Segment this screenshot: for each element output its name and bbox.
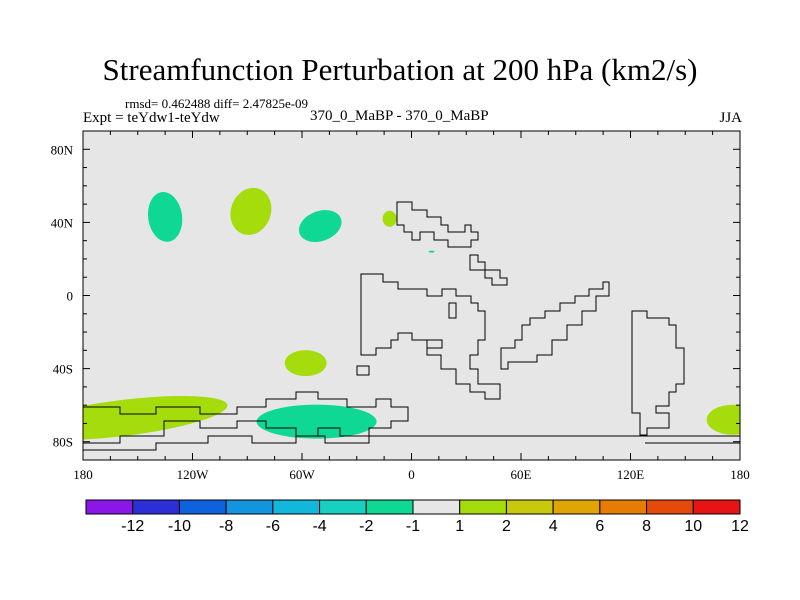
colorbar-box — [132, 499, 180, 515]
coastline-8 — [83, 391, 409, 444]
x-tick-label: 0 — [408, 467, 415, 482]
coastline-1 — [396, 201, 479, 248]
colorbar-label: -10 — [168, 518, 191, 535]
coastline-5 — [426, 339, 443, 349]
anomaly-negative-5 — [428, 250, 435, 253]
colorbar-label: 6 — [595, 518, 604, 535]
case-label: 370_0_MaBP - 370_0_MaBP — [310, 108, 489, 124]
anomaly-positive-4 — [382, 210, 397, 227]
x-tick-label: 60W — [289, 467, 315, 482]
colorbar-label: 4 — [549, 518, 558, 535]
plot-content — [83, 187, 740, 451]
chart-title: Streamfunction Perturbation at 200 hPa (… — [102, 52, 698, 87]
colorbar-box — [646, 499, 694, 515]
x-tick-label: 60E — [511, 467, 532, 482]
x-tick-label: 180 — [730, 467, 750, 482]
colorbar-box — [365, 499, 414, 515]
coastline-4 — [448, 302, 457, 319]
x-tick-label: 180 — [73, 467, 93, 482]
y-tick-label: 40S — [53, 362, 73, 377]
colorbar-label: 2 — [502, 518, 511, 535]
colorbar-label: -1 — [406, 518, 420, 535]
y-tick-label: 80S — [53, 435, 73, 450]
colorbar-label: -8 — [219, 518, 233, 535]
y-tick-label: 0 — [67, 289, 74, 304]
colorbar-label: -12 — [121, 518, 144, 535]
colorbar-label: 1 — [455, 518, 464, 535]
coastline-7 — [631, 310, 685, 436]
colorbar-box — [85, 499, 134, 515]
stats-label: rmsd= 0.462488 diff= 2.47825e-09 — [125, 96, 309, 111]
experiment-label: Expt = teYdw1-teYdw — [83, 110, 220, 126]
colorbar-box — [225, 499, 274, 515]
colorbar-box — [178, 499, 227, 515]
colorbar-box — [692, 499, 741, 515]
colorbar-box — [459, 499, 507, 515]
colorbar-label: -6 — [266, 518, 280, 535]
colorbar-box — [552, 499, 601, 515]
colorbar-box — [412, 499, 461, 515]
colorbar-label: 10 — [684, 518, 702, 535]
colorbar-box — [599, 499, 648, 515]
y-tick-label: 40N — [51, 215, 74, 230]
y-tick-label: 80N — [51, 142, 74, 157]
coastline-9 — [83, 435, 740, 451]
anomaly-negative-3 — [298, 210, 342, 243]
anomaly-negative-1 — [147, 192, 183, 242]
coastline-3 — [360, 273, 501, 400]
colorbar-label: 8 — [642, 518, 651, 535]
coastline-2 — [469, 254, 508, 286]
anomaly-positive-6 — [284, 350, 327, 377]
anomaly-positive-9 — [706, 404, 740, 435]
season-label: JJA — [719, 110, 742, 126]
coastline-11 — [356, 365, 370, 376]
coastline-6 — [500, 281, 610, 370]
anomaly-positive-2 — [230, 187, 272, 235]
x-tick-label: 120E — [617, 467, 645, 482]
colorbar-label: -4 — [312, 518, 326, 535]
anomaly-negative-8 — [256, 404, 377, 439]
x-tick-label: 120W — [177, 467, 210, 482]
colorbar-label: -2 — [359, 518, 373, 535]
colorbar-box — [272, 499, 321, 515]
colorbar-box — [505, 499, 554, 515]
colorbar-box — [319, 499, 367, 515]
colorbar-label: 12 — [731, 518, 749, 535]
